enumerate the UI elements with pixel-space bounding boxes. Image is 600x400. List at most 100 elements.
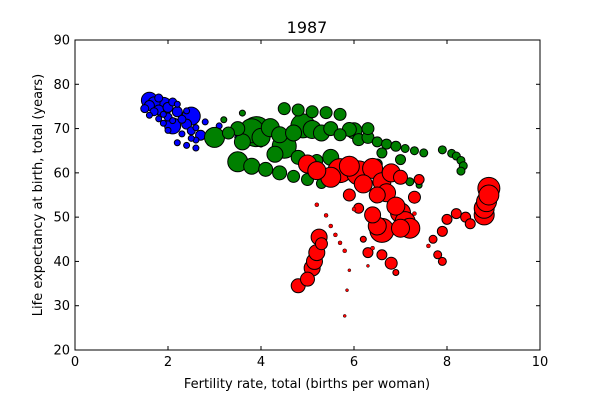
data-point <box>376 249 388 261</box>
data-point <box>154 93 164 103</box>
ticks-layer: 0 2 4 6 8 10 20 30 40 50 60 70 80 90 <box>53 34 548 371</box>
data-point <box>192 124 200 132</box>
data-point <box>338 155 360 177</box>
data-point <box>258 161 274 177</box>
data-point <box>407 190 421 204</box>
data-point <box>314 237 328 251</box>
data-point <box>238 109 246 117</box>
data-point <box>173 100 181 108</box>
x-tick-label: 4 <box>257 355 265 370</box>
x-tick-label: 10 <box>532 355 549 370</box>
data-point <box>233 133 251 151</box>
data-point <box>155 115 163 123</box>
data-point <box>164 126 172 134</box>
data-point <box>266 145 284 163</box>
x-tick-label: 8 <box>443 355 451 370</box>
data-point <box>305 105 319 119</box>
data-point <box>183 141 191 149</box>
data-point <box>183 107 191 115</box>
data-point <box>314 202 320 207</box>
y-tick-label: 30 <box>53 299 70 314</box>
data-point <box>437 256 447 266</box>
y-tick-label: 40 <box>53 255 70 270</box>
data-point <box>319 106 333 120</box>
data-point <box>221 126 235 140</box>
data-point <box>361 122 375 136</box>
data-point <box>333 107 347 121</box>
data-point <box>436 225 448 237</box>
data-point <box>366 264 370 268</box>
data-point <box>307 161 327 181</box>
data-point <box>287 169 301 183</box>
data-point <box>159 119 167 127</box>
data-point <box>368 186 386 204</box>
data-point <box>300 271 315 287</box>
data-point <box>400 144 410 153</box>
data-point <box>413 174 425 185</box>
data-point <box>359 235 367 243</box>
data-point <box>342 314 347 318</box>
data-point <box>437 145 447 155</box>
data-point <box>271 126 289 144</box>
data-point <box>145 111 153 119</box>
data-point <box>337 240 343 246</box>
y-axis-title: Life expectancy at birth, total (years) <box>31 74 46 316</box>
data-point <box>243 157 261 175</box>
data-point <box>450 208 462 220</box>
data-point <box>392 269 400 276</box>
data-point <box>178 130 186 138</box>
data-point <box>371 136 383 148</box>
data-point <box>342 188 356 202</box>
data-point <box>204 126 225 148</box>
data-point <box>433 250 443 260</box>
data-point <box>386 196 406 216</box>
data-point <box>390 140 402 152</box>
data-point <box>342 248 347 254</box>
data-point <box>220 116 228 124</box>
y-tick-label: 20 <box>53 344 70 359</box>
data-point <box>395 154 406 166</box>
y-tick-label: 70 <box>53 122 70 137</box>
x-tick-label: 2 <box>164 355 172 370</box>
data-point <box>201 118 209 126</box>
data-point <box>173 139 181 147</box>
data-point <box>285 124 303 142</box>
y-tick-label: 80 <box>53 78 70 93</box>
data-point <box>333 232 338 238</box>
data-point <box>333 128 347 142</box>
data-point <box>419 148 429 158</box>
data-point <box>353 174 373 194</box>
data-point <box>464 218 476 230</box>
data-point <box>345 288 349 292</box>
data-point <box>384 256 398 270</box>
data-point <box>177 114 187 124</box>
data-point <box>391 218 410 238</box>
data-point <box>412 211 417 216</box>
data-point <box>362 247 374 259</box>
data-point <box>426 243 431 249</box>
data-point <box>376 147 388 159</box>
data-point <box>393 169 408 185</box>
data-point <box>277 102 291 116</box>
data-point <box>347 268 352 273</box>
x-axis-title: Fertility rate, total (births per woman) <box>184 377 430 392</box>
data-point <box>441 213 453 225</box>
y-tick-label: 60 <box>53 166 70 181</box>
plot-frame <box>74 39 541 351</box>
data-point <box>187 134 195 142</box>
data-point <box>291 103 305 117</box>
points-layer <box>140 91 501 318</box>
y-tick-label: 50 <box>53 211 70 226</box>
data-point <box>140 104 150 114</box>
data-point <box>478 184 500 206</box>
chart-title: 1987 <box>287 18 328 37</box>
data-point <box>428 234 438 244</box>
data-point <box>192 144 200 152</box>
data-point <box>370 245 375 251</box>
x-tick-label: 0 <box>71 355 79 370</box>
data-point <box>169 117 177 125</box>
data-point <box>328 223 333 229</box>
x-tick-label: 6 <box>350 355 358 370</box>
